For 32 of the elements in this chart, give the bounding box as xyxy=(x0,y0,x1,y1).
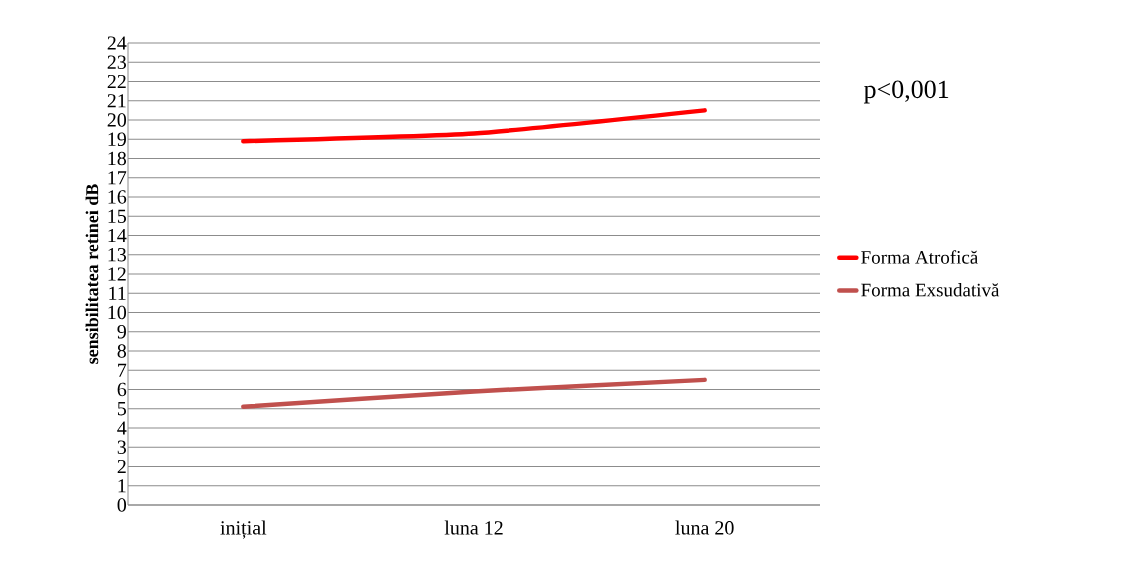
y-tick-label: 12 xyxy=(108,267,126,281)
y-tick-label: 14 xyxy=(108,228,127,243)
legend-label: Forma Exsudativă xyxy=(861,283,1000,297)
y-tick-label: 16 xyxy=(108,190,127,204)
y-tick-label: 11 xyxy=(109,286,126,300)
legend-label: Forma Atrofică xyxy=(861,250,979,264)
y-tick-label: 13 xyxy=(108,248,127,262)
y-tick-label: 6 xyxy=(117,382,127,397)
y-tick-label: 4 xyxy=(117,421,127,435)
y-tick-label: 24 xyxy=(107,36,127,50)
y-tick-label: 9 xyxy=(117,325,126,339)
y-tick-label: 17 xyxy=(108,171,127,185)
x-tick-label: inițial xyxy=(220,520,267,539)
y-tick-label: 10 xyxy=(108,305,127,320)
y-tick-label: 1 xyxy=(118,479,126,493)
y-tick-label: 7 xyxy=(118,363,127,377)
text: p<0,001 xyxy=(863,80,949,104)
y-tick-label: 21 xyxy=(107,94,126,108)
y-tick-label: 22 xyxy=(107,74,126,89)
y-tick-label: 0 xyxy=(117,498,127,512)
y-tick-label: 18 xyxy=(108,151,127,166)
y-tick-label: 5 xyxy=(117,402,127,416)
y-tick-label: 19 xyxy=(108,132,126,146)
y-tick-label: 15 xyxy=(108,209,127,223)
y-axis-title: sensibilitatea retinei dB xyxy=(85,184,99,364)
y-tick-label: 23 xyxy=(107,55,127,69)
x-tick-label: luna 12 xyxy=(444,520,503,535)
y-tick-label: 2 xyxy=(117,459,126,474)
x-tick-label: luna 20 xyxy=(675,520,734,535)
y-tick-label: 3 xyxy=(117,440,127,454)
y-tick-label: 8 xyxy=(117,344,127,358)
y-tick-label: 20 xyxy=(107,113,127,127)
